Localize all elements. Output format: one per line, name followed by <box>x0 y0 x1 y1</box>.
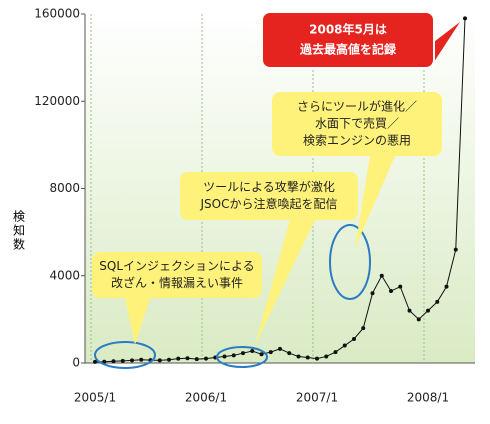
data-point <box>426 308 430 313</box>
data-point <box>250 349 255 354</box>
data-point <box>352 337 356 342</box>
callout-text: 過去最高値を記録 <box>299 42 397 57</box>
data-point <box>222 354 227 359</box>
highlight-ellipse <box>94 341 156 369</box>
data-point <box>333 350 338 355</box>
highlight-ellipse <box>216 346 268 368</box>
data-point <box>130 358 134 363</box>
data-point <box>120 358 125 363</box>
highlight-ellipse <box>329 224 371 300</box>
data-point <box>324 354 329 359</box>
data-point <box>204 356 208 361</box>
callout-box <box>261 11 435 69</box>
callout-text: 2008年5月は <box>309 22 387 37</box>
data-point <box>389 289 393 294</box>
callout-text: 検索エンジンの悪用 <box>303 134 411 148</box>
data-point <box>444 284 449 289</box>
data-point <box>259 352 264 357</box>
x-tick-label: 2007/1 <box>296 391 338 405</box>
data-point <box>305 355 310 360</box>
data-point <box>167 357 171 362</box>
data-point <box>342 343 347 348</box>
callout: ツールによる攻撃が激化 JSOCから注意喚起を配信 <box>180 172 358 345</box>
callout-box <box>180 172 358 220</box>
data-point <box>407 308 412 313</box>
y-tick-label: 4000 <box>49 268 80 282</box>
callout-text: 水面下で売買／ <box>315 116 399 131</box>
data-point <box>463 16 467 21</box>
data-point <box>157 358 162 363</box>
data-point <box>398 284 403 289</box>
data-point <box>361 326 366 331</box>
data-point <box>231 353 236 358</box>
y-tick-label: 0 <box>72 356 80 370</box>
callout-text: JSOCから注意喚起を配信 <box>200 196 338 211</box>
y-tick-label: 160000 <box>34 7 80 21</box>
data-point <box>370 291 375 296</box>
data-point <box>278 346 282 351</box>
data-point <box>241 351 245 356</box>
x-tick-label: 2006/1 <box>185 391 227 405</box>
data-point <box>416 317 421 322</box>
callout-box <box>92 252 262 298</box>
y-tick-label: 8000 <box>49 181 80 195</box>
data-point <box>139 357 144 362</box>
data-point <box>296 354 301 359</box>
data-point <box>379 273 384 278</box>
callout-text: SQLインジェクションによる <box>99 259 254 273</box>
callout-text: 改ざん・情報漏えい事件 <box>111 275 243 290</box>
data-point <box>435 299 440 304</box>
data-point <box>315 356 319 361</box>
data-point <box>453 247 458 252</box>
callout-pointer <box>355 156 395 248</box>
data-point <box>93 359 97 364</box>
data-point <box>287 351 292 356</box>
y-tick-label: 120000 <box>34 94 80 108</box>
callout-text: ツールによる攻撃が激化 <box>203 179 335 194</box>
callout-pointer <box>125 298 150 345</box>
callout: さらにツールが進化／ 水面下で売買／ 検索エンジンの悪用 <box>272 92 442 248</box>
data-point <box>111 359 116 364</box>
data-point <box>176 356 181 361</box>
callout-text: さらにツールが進化／ <box>297 99 417 114</box>
data-point <box>102 359 107 364</box>
x-tick-label: 2008/1 <box>407 391 449 405</box>
callout-box <box>272 92 442 156</box>
data-point <box>194 357 199 362</box>
y-axis-label: 検知数 <box>12 210 26 252</box>
x-tick-label: 2005/1 <box>74 391 116 405</box>
callout-pointer <box>255 220 315 345</box>
data-point <box>268 350 273 355</box>
data-point <box>185 356 190 361</box>
